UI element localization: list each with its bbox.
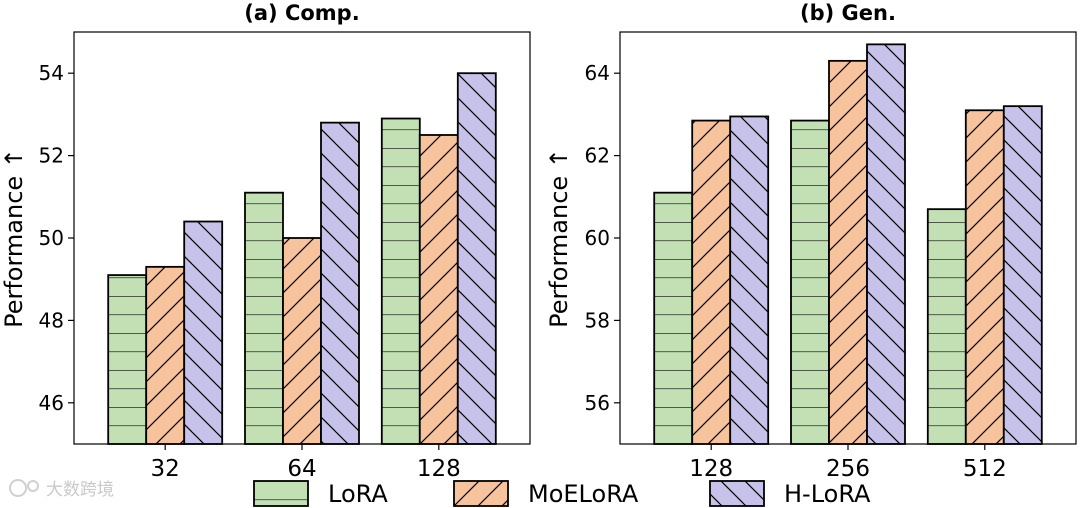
plot-frame xyxy=(619,31,1077,445)
legend-swatch-hlora xyxy=(709,480,765,507)
legend-label-hlora: H-LoRA xyxy=(784,480,871,508)
bar-hlora-256 xyxy=(866,43,906,445)
bar-lora-512 xyxy=(926,208,967,445)
y-tick-label: 50 xyxy=(39,226,64,250)
bar-hlora-32 xyxy=(183,220,224,445)
bar-moelora-32 xyxy=(145,265,186,445)
bar-moelora-64 xyxy=(282,237,322,445)
y-tick-label: 54 xyxy=(39,61,64,85)
watermark-logo-dot-icon xyxy=(27,480,39,492)
legend-item-lora: LoRA xyxy=(253,480,388,508)
legend-label-lora: LoRA xyxy=(328,480,388,508)
panel-title: (a) Comp. xyxy=(244,1,359,25)
x-axis-ticks: 128 256 512 xyxy=(689,444,1007,482)
bar-hlora-128 xyxy=(456,72,497,445)
bar-lora-128 xyxy=(653,191,694,445)
y-tick-label: 46 xyxy=(39,391,64,415)
legend-item-hlora: H-LoRA xyxy=(709,480,871,508)
bar-moelora-128 xyxy=(418,134,459,445)
bar-lora-32 xyxy=(107,274,148,445)
bar-moelora-128 xyxy=(691,119,732,445)
bar-group xyxy=(653,43,1043,445)
plot-frame xyxy=(73,31,531,445)
legend-swatch-moelora xyxy=(453,480,509,507)
watermark-text: 大数跨境 xyxy=(46,480,114,500)
x-tick-label: 32 xyxy=(151,456,180,482)
y-axis-label: Performance ↑ xyxy=(0,148,28,328)
x-axis-ticks: 32 64 128 xyxy=(151,444,461,482)
x-tick-label: 128 xyxy=(689,456,733,482)
y-axis-ticks: 56 58 60 62 64 xyxy=(585,61,620,415)
bar-hlora-64 xyxy=(320,121,360,445)
x-tick-label: 128 xyxy=(417,456,461,482)
y-axis-label: Performance ↑ xyxy=(545,148,573,328)
x-tick-label: 512 xyxy=(963,456,1007,482)
bar-lora-64 xyxy=(244,191,284,445)
legend-label-moelora: MoELoRA xyxy=(528,480,639,508)
panel-comp: (a) Comp. Performance ↑ 46 48 50 52 54 32 64 1… xyxy=(0,1,531,482)
y-tick-label: 64 xyxy=(585,61,610,85)
y-tick-label: 56 xyxy=(585,391,610,415)
y-axis-ticks: 46 48 50 52 54 xyxy=(39,61,74,415)
bar-hlora-512 xyxy=(1002,105,1043,445)
y-tick-label: 58 xyxy=(585,308,610,332)
bar-group xyxy=(107,72,497,445)
bar-moelora-256 xyxy=(828,59,868,445)
watermark: 大数跨境 xyxy=(9,479,114,500)
y-tick-label: 60 xyxy=(585,226,610,250)
bar-moelora-512 xyxy=(964,109,1005,445)
watermark-logo-icon xyxy=(9,479,27,497)
bar-hlora-128 xyxy=(729,115,770,445)
legend-swatch-lora xyxy=(253,480,309,507)
x-tick-label: 256 xyxy=(826,456,870,482)
panel-gen: (b) Gen. Performance ↑ 56 58 60 62 64 128 256… xyxy=(545,1,1077,482)
x-tick-label: 64 xyxy=(287,456,316,482)
y-tick-label: 48 xyxy=(39,308,64,332)
legend: LoRA MoELoRA H-LoRA xyxy=(253,480,871,508)
legend-item-moelora: MoELoRA xyxy=(453,480,639,508)
y-tick-label: 62 xyxy=(585,144,610,168)
bar-lora-128 xyxy=(380,117,421,445)
panel-title: (b) Gen. xyxy=(800,1,896,25)
y-tick-label: 52 xyxy=(39,144,64,168)
bar-lora-256 xyxy=(790,119,830,445)
